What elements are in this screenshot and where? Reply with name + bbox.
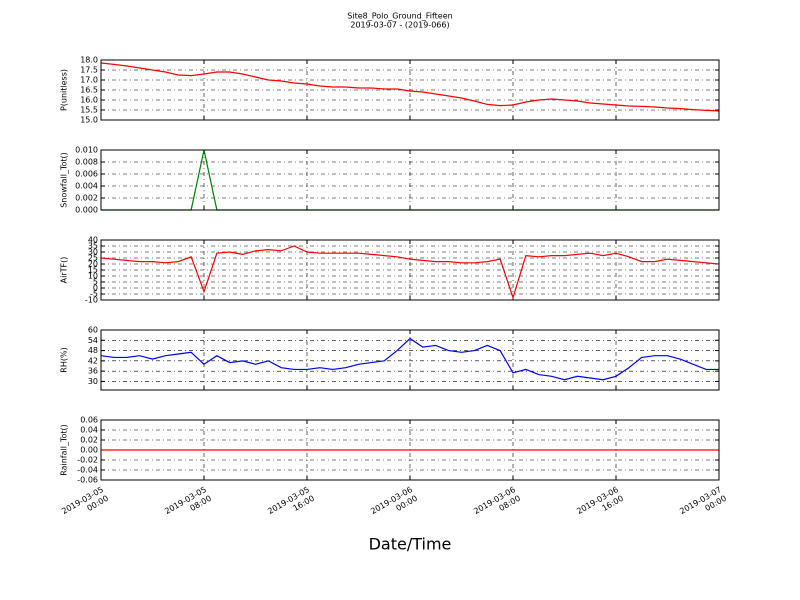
y-tick-label: 18.0 (80, 56, 98, 65)
y-tick-label: 42 (88, 356, 98, 365)
data-line (100, 245, 720, 300)
y-tick-label: 54 (88, 336, 98, 345)
y-axis-label: Snowfall_Tot() (60, 152, 69, 208)
y-tick-label: 5 (93, 278, 98, 287)
y-tick-label: 0.004 (75, 182, 98, 191)
y-tick-label: 0.008 (75, 158, 98, 167)
y-tick-label: 0.00 (80, 446, 98, 455)
y-tick-label: 35 (88, 242, 98, 251)
y-tick-label: 40 (88, 236, 98, 245)
y-tick-label: 30 (88, 377, 98, 386)
chart-subtitle: 2019-03-07 - (2019-066) (350, 21, 449, 30)
plot-frame (100, 239, 720, 301)
y-tick-label: 0.02 (80, 436, 98, 445)
x-axis-label: Date/Time (369, 535, 452, 554)
y-axis-label: RH(%) (60, 347, 69, 372)
chart-title: Site8_Polo_Ground_Fifteen (347, 12, 452, 21)
y-tick-label: 0.002 (75, 194, 98, 203)
y-tick-label: 25 (88, 254, 98, 263)
y-tick-label: 0.06 (80, 416, 98, 425)
y-axis-label: P(unitless) (60, 69, 69, 111)
y-tick-label: 0.04 (80, 426, 98, 435)
data-line (100, 62, 720, 112)
y-tick-label: 30 (88, 248, 98, 257)
y-tick-label: 15.5 (80, 106, 98, 115)
y-axis-label: Rainfall_Tot() (60, 424, 69, 476)
y-tick-label: 0.010 (75, 146, 98, 155)
y-axis-label: AirTF() (60, 257, 69, 284)
y-tick-label: -0.04 (77, 466, 98, 475)
plot-frame (100, 419, 720, 481)
y-tick-label: 0.006 (75, 170, 98, 179)
y-tick-label: 16.5 (80, 86, 98, 95)
y-tick-label: 36 (88, 367, 98, 376)
y-tick-label: -0.06 (77, 476, 98, 485)
plot-frame (100, 329, 720, 391)
y-tick-label: 15.0 (80, 116, 98, 125)
y-tick-label: 20 (88, 260, 98, 269)
y-tick-label: 0.000 (75, 206, 98, 215)
y-tick-label: 0 (93, 284, 98, 293)
plot-frame (100, 59, 720, 121)
plot-frame (100, 149, 720, 211)
y-tick-label: 10 (88, 272, 98, 281)
y-tick-label: -5 (90, 290, 98, 299)
y-tick-label: -0.02 (77, 456, 98, 465)
y-tick-label: 17.5 (80, 66, 98, 75)
y-tick-label: 15 (88, 266, 98, 275)
data-line (100, 337, 719, 381)
y-tick-label: 16.0 (80, 96, 98, 105)
y-tick-label: 48 (88, 346, 98, 355)
y-tick-label: -10 (85, 296, 98, 305)
y-tick-label: 17.0 (80, 76, 98, 85)
y-tick-label: 60 (88, 326, 98, 335)
